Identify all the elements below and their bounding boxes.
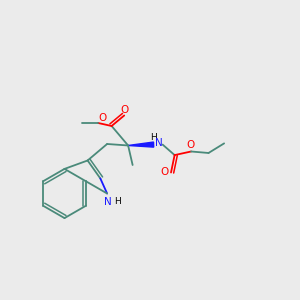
Text: N: N: [155, 138, 163, 148]
Text: H: H: [114, 197, 121, 206]
Text: O: O: [186, 140, 195, 150]
Text: O: O: [120, 105, 128, 116]
Text: O: O: [160, 167, 169, 177]
Text: H: H: [150, 133, 156, 142]
Text: O: O: [98, 113, 107, 123]
Text: N: N: [104, 197, 112, 207]
Polygon shape: [128, 142, 154, 147]
